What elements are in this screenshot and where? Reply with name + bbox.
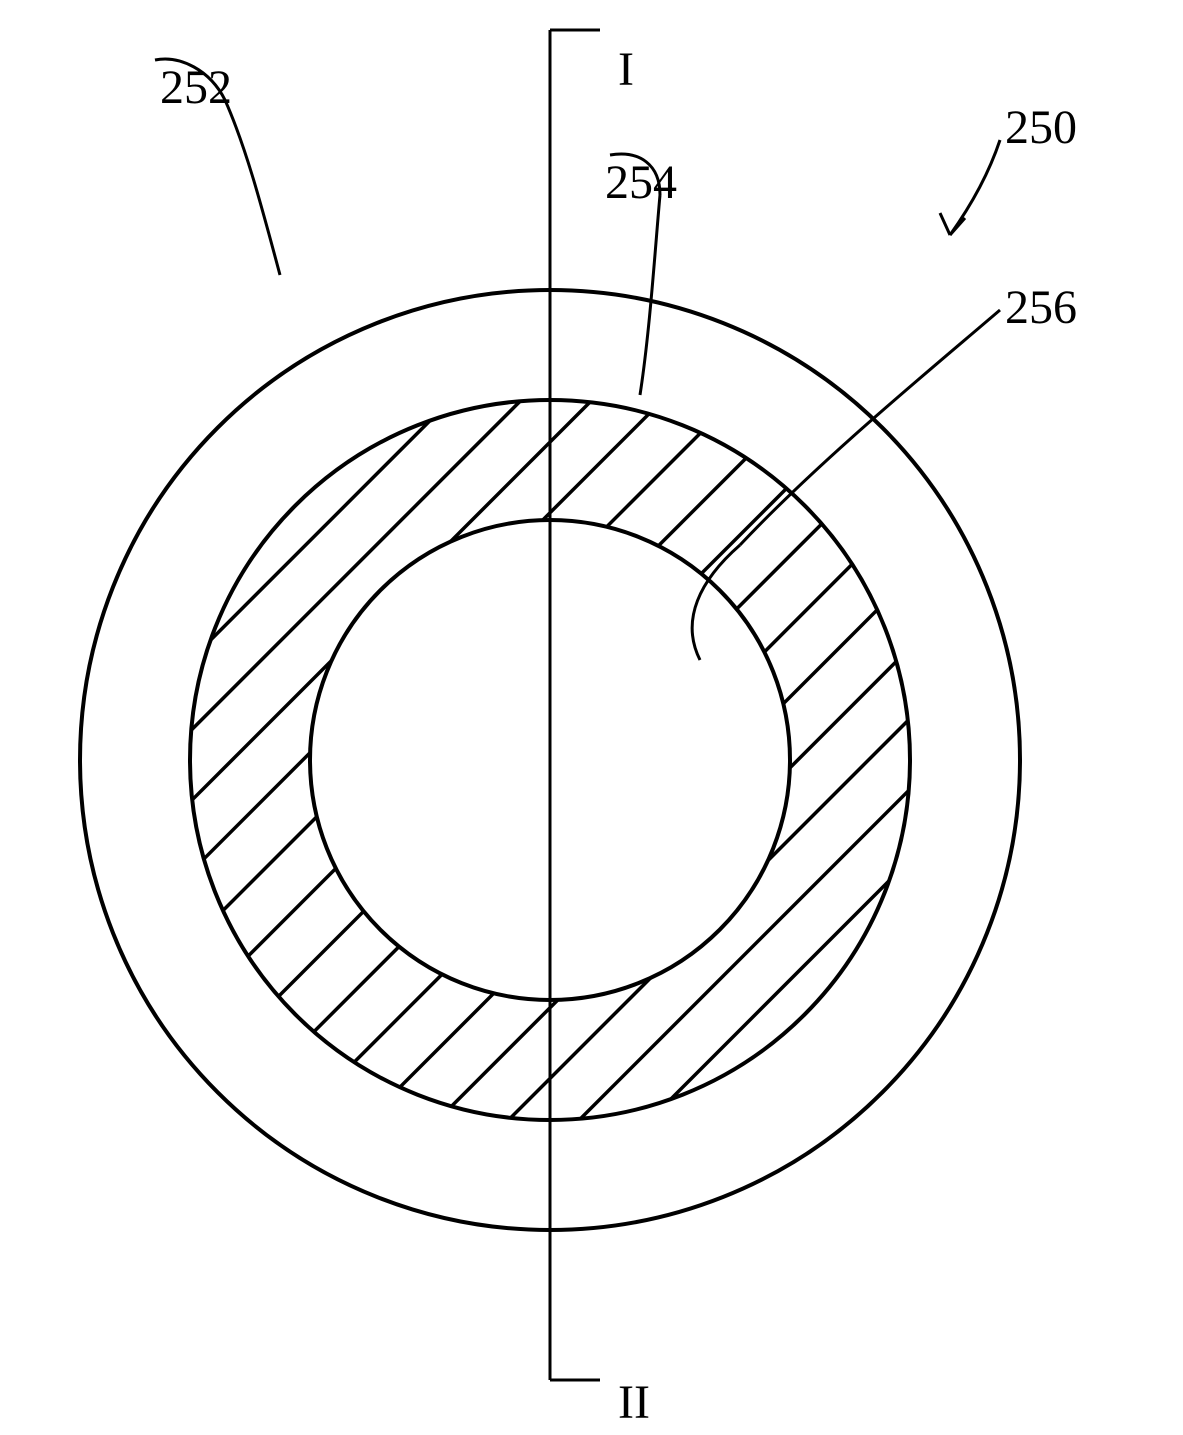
label-252: 252 <box>160 60 232 115</box>
label-250: 250 <box>1005 100 1077 155</box>
leader-254 <box>640 195 660 395</box>
label-256: 256 <box>1005 280 1077 335</box>
label-section-top: I <box>618 42 634 97</box>
leader-256 <box>740 310 1000 545</box>
leader-250 <box>950 140 1000 235</box>
leader-252 <box>225 100 280 275</box>
label-section-bottom: II <box>618 1375 650 1430</box>
label-254: 254 <box>605 155 677 210</box>
diagram-svg <box>0 0 1183 1435</box>
patent-diagram: 252 254 256 250 I II <box>0 0 1183 1435</box>
